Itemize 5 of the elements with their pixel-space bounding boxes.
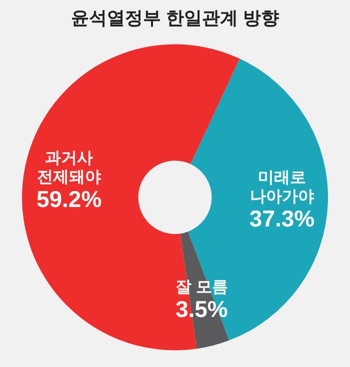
chart-title: 윤석열정부 한일관계 방향: [70, 8, 280, 28]
slice-label: 과거사 전제돼야: [37, 150, 102, 186]
slice-label: 미래로 나아가야: [250, 170, 314, 206]
data-label: 59.2%: [36, 186, 102, 212]
data-label: 37.3%: [249, 206, 315, 232]
